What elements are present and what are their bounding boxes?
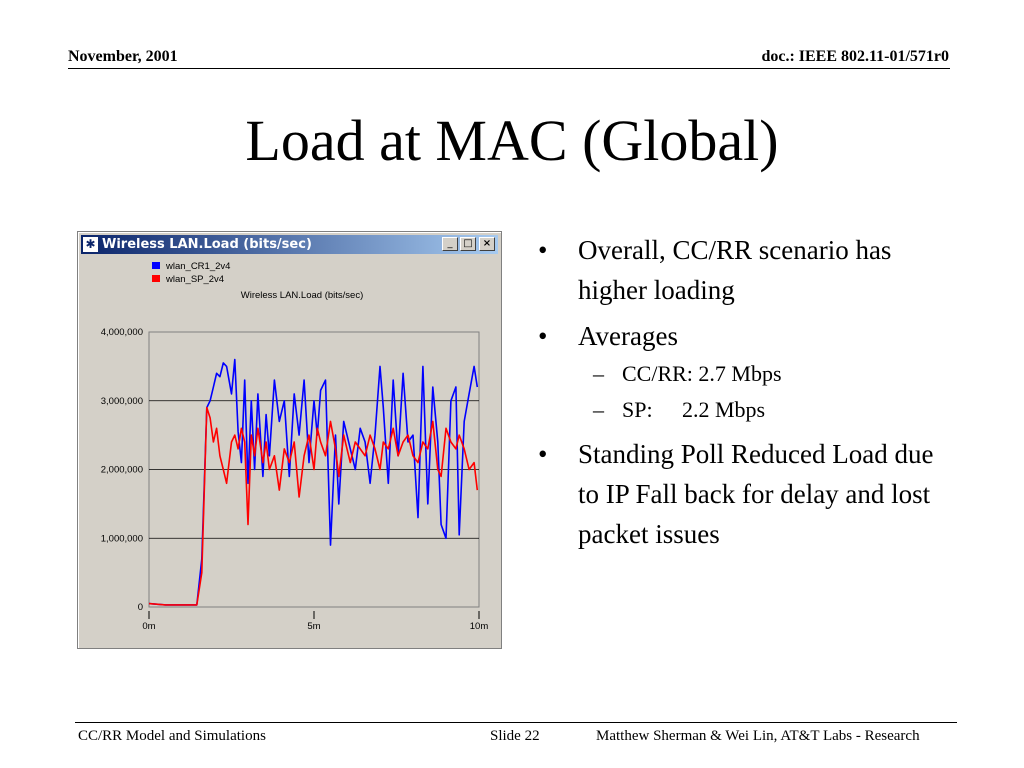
bullet-item: • Standing Poll Reduced Load due to IP F… <box>536 434 956 554</box>
x-tick-label: 0m <box>142 621 155 632</box>
chart-inner-title: Wireless LAN.Load (bits/sec) <box>241 290 363 301</box>
header-date: November, 2001 <box>68 48 178 65</box>
x-tick-label: 10m <box>470 621 489 632</box>
series-line <box>148 358 479 606</box>
legend-swatch <box>152 262 160 269</box>
bullet-text: Overall, CC/RR scenario has higher loadi… <box>578 235 892 305</box>
chart-legend: wlan_CR1_2v4 wlan_SP_2v4 <box>152 261 230 285</box>
bullet-text: Standing Poll Reduced Load due to IP Fal… <box>578 439 934 549</box>
sub-bullet-value: 2.7 Mbps <box>692 361 782 386</box>
bullet-dot: • <box>538 321 548 351</box>
y-tick-label: 3,000,000 <box>101 396 143 407</box>
load-chart: wlan_CR1_2v4 wlan_SP_2v4 Wireless LAN.Loa… <box>82 256 497 644</box>
bullet-dot: • <box>538 439 548 469</box>
window-title: Wireless LAN.Load (bits/sec) <box>102 237 312 252</box>
series-line <box>148 406 479 606</box>
legend-swatch <box>152 275 160 282</box>
minimize-button[interactable]: _ <box>442 237 458 251</box>
sub-bullet-item: – SP: 2.2 Mbps <box>536 392 956 428</box>
y-tick-label: 0 <box>138 602 143 613</box>
y-tick-label: 2,000,000 <box>101 465 143 476</box>
slide-title: Load at MAC (Global) <box>245 108 779 173</box>
footer-slide-number: Slide 22 <box>490 728 540 744</box>
y-tick-label: 4,000,000 <box>101 327 143 338</box>
footer-authors: Matthew Sherman & Wei Lin, AT&T Labs - R… <box>596 728 920 744</box>
legend-label: wlan_CR1_2v4 <box>165 261 230 272</box>
maximize-button[interactable]: □ <box>460 237 476 251</box>
sub-bullet-value: 2.2 Mbps <box>682 397 766 422</box>
sub-bullet-label: CC/RR: <box>622 361 693 386</box>
chart-window: ✱ Wireless LAN.Load (bits/sec) _ □ × wla… <box>77 231 502 649</box>
y-tick-label: 1,000,000 <box>101 533 143 544</box>
footer-rule <box>75 722 957 723</box>
footer-left: CC/RR Model and Simulations <box>78 728 266 744</box>
sub-bullet-label: SP: <box>622 397 653 422</box>
legend-label: wlan_SP_2v4 <box>165 274 224 285</box>
sub-bullet-item: – CC/RR: 2.7 Mbps <box>536 356 956 392</box>
bullet-text: Averages <box>578 321 678 351</box>
sub-bullet-dash: – <box>593 361 604 386</box>
header-doc-id: doc.: IEEE 802.11-01/571r0 <box>761 48 949 65</box>
x-tick-label: 5m <box>307 621 320 632</box>
header-rule <box>68 68 950 69</box>
window-titlebar[interactable]: ✱ Wireless LAN.Load (bits/sec) _ □ × <box>81 235 498 254</box>
close-button[interactable]: × <box>479 237 495 251</box>
bullet-item: • Overall, CC/RR scenario has higher loa… <box>536 230 956 310</box>
bullet-dot: • <box>538 235 548 265</box>
bullet-list: • Overall, CC/RR scenario has higher loa… <box>536 230 956 560</box>
bullet-item: • Averages <box>536 316 956 356</box>
sub-bullet-dash: – <box>593 397 604 422</box>
star-network-icon: ✱ <box>83 237 98 252</box>
